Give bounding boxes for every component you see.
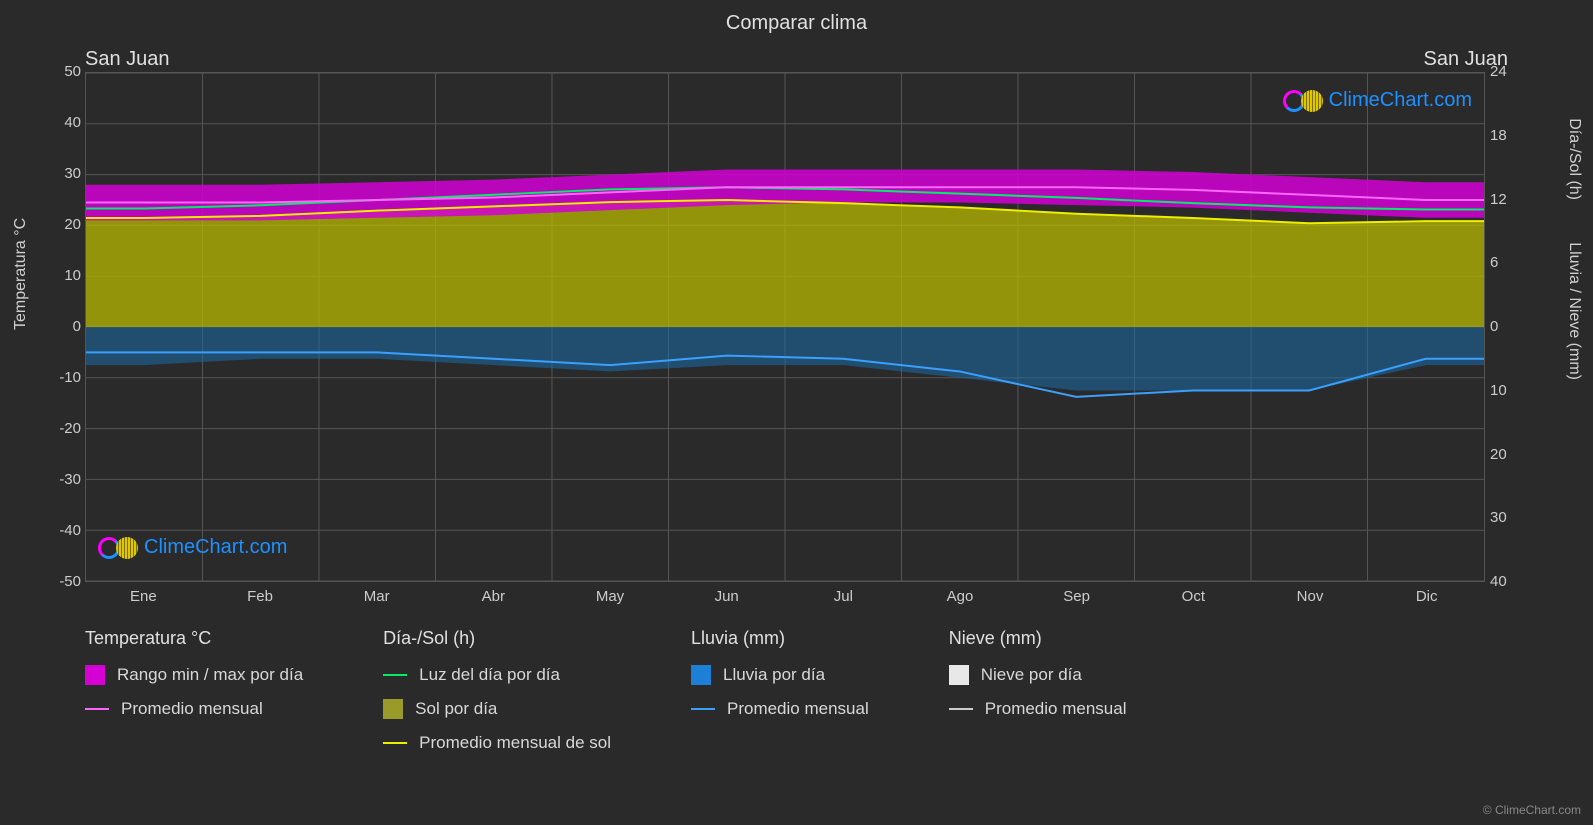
- legend-swatch-icon: [383, 699, 403, 719]
- xtick-month: Jul: [813, 588, 873, 605]
- ytick-right-sun: 12: [1490, 191, 1507, 208]
- plot-svg: [86, 73, 1484, 581]
- legend-item: Lluvia por día: [691, 665, 869, 685]
- legend-line-icon: [691, 708, 715, 710]
- xtick-month: Ago: [930, 588, 990, 605]
- xtick-month: Mar: [347, 588, 407, 605]
- ytick-right-sun: 6: [1490, 254, 1498, 271]
- ytick-left: 50: [41, 63, 81, 80]
- xtick-month: May: [580, 588, 640, 605]
- ytick-right-sun: 18: [1490, 127, 1507, 144]
- legend-item: Promedio mensual: [949, 699, 1127, 719]
- ytick-left: 40: [41, 114, 81, 131]
- watermark-bottom-left: ClimeChart.com: [98, 536, 287, 559]
- legend-label: Sol por día: [415, 699, 497, 719]
- watermark-text: ClimeChart.com: [1329, 89, 1472, 112]
- legend-swatch-icon: [949, 665, 969, 685]
- xtick-month: Dic: [1397, 588, 1457, 605]
- watermark-text: ClimeChart.com: [144, 536, 287, 559]
- y-axis-label-rain-snow: Lluvia / Nieve (mm): [1565, 242, 1583, 380]
- ytick-right-sun: 0: [1490, 318, 1498, 335]
- legend-swatch-icon: [85, 665, 105, 685]
- ytick-left: 30: [41, 165, 81, 182]
- legend-label: Promedio mensual: [727, 699, 869, 719]
- ytick-left: -20: [41, 420, 81, 437]
- ytick-left: 10: [41, 267, 81, 284]
- ytick-left: -10: [41, 369, 81, 386]
- legend-line-icon: [383, 674, 407, 676]
- legend-label: Nieve por día: [981, 665, 1082, 685]
- legend-label: Rango min / max por día: [117, 665, 303, 685]
- xtick-month: Feb: [230, 588, 290, 605]
- legend-group: Lluvia (mm) Lluvia por día Promedio mensua…: [691, 628, 869, 753]
- legend-label: Luz del día por día: [419, 665, 560, 685]
- copyright-text: © ClimeChart.com: [1483, 803, 1581, 817]
- ytick-left: -50: [41, 573, 81, 590]
- legend-item: Promedio mensual de sol: [383, 733, 611, 753]
- legend-header: Día-/Sol (h): [383, 628, 611, 649]
- legend-label: Lluvia por día: [723, 665, 825, 685]
- legend-label: Promedio mensual: [985, 699, 1127, 719]
- climate-chart-container: Comparar clima San Juan San Juan Tempera…: [0, 0, 1593, 825]
- ytick-left: -30: [41, 471, 81, 488]
- legend-line-icon: [383, 742, 407, 744]
- ytick-left: 20: [41, 216, 81, 233]
- legend-item: Sol por día: [383, 699, 611, 719]
- y-axis-label-temperature: Temperatura °C: [12, 218, 30, 330]
- ytick-left: -40: [41, 522, 81, 539]
- legend-item: Promedio mensual: [691, 699, 869, 719]
- xtick-month: Oct: [1163, 588, 1223, 605]
- ytick-right-rain: 30: [1490, 509, 1507, 526]
- location-label-left: San Juan: [85, 48, 170, 71]
- logo-sun-icon: [1301, 90, 1323, 112]
- legend-group: Día-/Sol (h) Luz del día por día Sol por d…: [383, 628, 611, 753]
- xtick-month: Nov: [1280, 588, 1340, 605]
- legend-group: Nieve (mm) Nieve por día Promedio mensual: [949, 628, 1127, 753]
- ytick-right-rain: 40: [1490, 573, 1507, 590]
- legend-line-icon: [85, 708, 109, 710]
- xtick-month: Jun: [697, 588, 757, 605]
- plot-area: ClimeChart.com ClimeChart.com: [85, 72, 1485, 582]
- legend-item: Promedio mensual: [85, 699, 303, 719]
- ytick-right-sun: 24: [1490, 63, 1507, 80]
- legend-header: Lluvia (mm): [691, 628, 869, 649]
- ytick-right-rain: 10: [1490, 382, 1507, 399]
- xtick-month: Sep: [1047, 588, 1107, 605]
- legend-label: Promedio mensual: [121, 699, 263, 719]
- legend-item: Luz del día por día: [383, 665, 611, 685]
- xtick-month: Abr: [463, 588, 523, 605]
- legend-swatch-icon: [691, 665, 711, 685]
- logo-sun-icon: [116, 537, 138, 559]
- legend-header: Temperatura °C: [85, 628, 303, 649]
- legend: Temperatura °C Rango min / max por día Pro…: [85, 628, 1485, 753]
- legend-label: Promedio mensual de sol: [419, 733, 611, 753]
- y-axis-label-daylight: Día-/Sol (h): [1565, 118, 1583, 200]
- ytick-left: 0: [41, 318, 81, 335]
- legend-item: Nieve por día: [949, 665, 1127, 685]
- xtick-month: Ene: [113, 588, 173, 605]
- legend-group: Temperatura °C Rango min / max por día Pro…: [85, 628, 303, 753]
- ytick-right-rain: 20: [1490, 446, 1507, 463]
- watermark-top-right: ClimeChart.com: [1283, 89, 1472, 112]
- legend-line-icon: [949, 708, 973, 710]
- legend-item: Rango min / max por día: [85, 665, 303, 685]
- legend-header: Nieve (mm): [949, 628, 1127, 649]
- chart-title: Comparar clima: [0, 0, 1593, 35]
